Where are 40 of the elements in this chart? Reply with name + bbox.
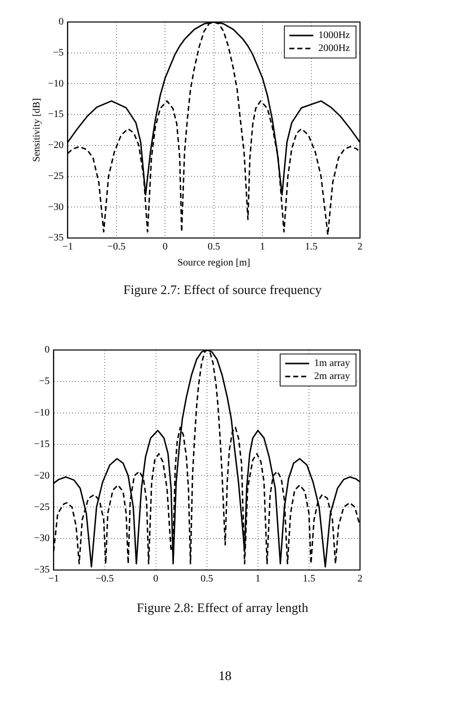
text: 18 [218, 668, 232, 684]
y-tick-label: 0 [58, 16, 64, 28]
x-tick-label: 0.5 [208, 242, 220, 253]
caption: Figure 2.8: Effect of array length [136, 600, 310, 616]
y-tick-label: −35 [48, 232, 64, 244]
y-tick-label: −10 [48, 78, 64, 90]
y-tick-label: −30 [34, 533, 50, 544]
y-tick-label: −15 [34, 438, 50, 450]
legend-label: 2000Hz [318, 43, 351, 54]
x-tick-label: −1 [62, 242, 73, 253]
y-tick-label: −15 [48, 109, 64, 120]
y-tick-label: −35 [34, 564, 50, 576]
x-tick-label: 2 [358, 574, 362, 585]
legend-label: 1m array [314, 358, 350, 370]
y-tick-label: −25 [34, 502, 50, 513]
y-tick-label: 0 [44, 344, 50, 356]
y-axis-title: Sensitivity [dB] [32, 98, 43, 162]
x-tick-label: −1 [48, 574, 59, 585]
x-tick-label: 0.5 [200, 574, 214, 585]
x-tick-label: 1 [260, 242, 266, 253]
line-series [68, 22, 360, 236]
y-tick-label: −20 [34, 470, 50, 482]
x-tick-label: 0 [162, 242, 168, 253]
y-tick-label: −10 [34, 407, 50, 418]
x-tick-label: 1 [255, 574, 260, 585]
y-tick-label: −20 [48, 140, 64, 152]
legend-label: 2m array [314, 371, 350, 382]
y-tick-label: −5 [53, 47, 64, 58]
caption: Figure 2.7: Effect of source frequency [122, 282, 323, 298]
x-tick-label: −0.5 [107, 242, 126, 253]
y-tick-label: −5 [39, 376, 50, 388]
x-tick-label: 2 [358, 242, 362, 253]
x-tick-label: 1.5 [305, 242, 318, 253]
x-axis-title: Source region [m] [177, 258, 250, 269]
x-tick-label: 1.5 [302, 574, 316, 585]
x-tick-label: 0 [153, 574, 158, 585]
y-tick-label: −30 [48, 202, 64, 213]
legend-label: 1000Hz [318, 30, 351, 42]
x-tick-label: −0.5 [96, 574, 114, 585]
y-tick-label: −25 [48, 170, 64, 182]
